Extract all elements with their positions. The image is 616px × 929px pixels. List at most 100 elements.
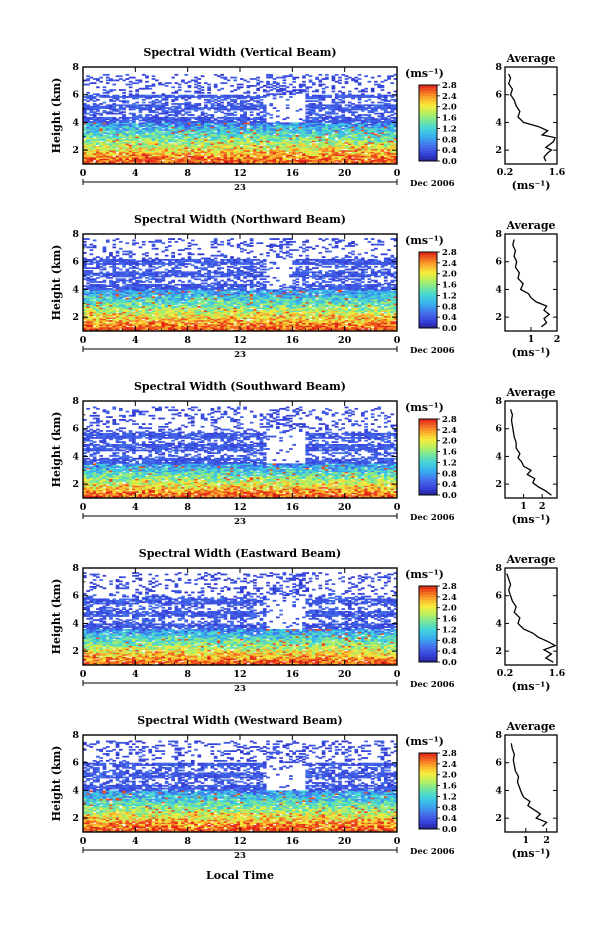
colorbar-tick-label: 0.8 — [442, 803, 457, 813]
average-y-tick-label: 8 — [495, 563, 502, 574]
average-y-tick-label: 8 — [495, 730, 502, 741]
average-y-tick-label: 2 — [495, 479, 502, 490]
colorbar-tick-label: 1.2 — [442, 458, 457, 468]
day-label: 23 — [234, 851, 246, 861]
colorbar-segment — [419, 158, 437, 162]
colorbar-tick-label: 1.2 — [442, 124, 457, 134]
colorbar-segment — [419, 306, 437, 310]
average-y-tick-label: 4 — [495, 117, 502, 128]
panel-title: Spectral Width (Vertical Beam) — [143, 46, 336, 59]
colorbar-segment — [419, 260, 437, 264]
day-label: 23 — [234, 183, 246, 193]
average-title: Average — [505, 720, 555, 733]
colorbar-tick-label: 2.0 — [442, 604, 457, 614]
colorbar-unit: (ms⁻¹) — [405, 67, 444, 80]
y-axis-label: Height (km) — [50, 746, 63, 822]
colorbar-segment — [419, 454, 437, 458]
colorbar-segment — [419, 591, 437, 595]
average-y-tick-label: 8 — [495, 396, 502, 407]
average-frame — [504, 400, 558, 499]
x-tick-label: 8 — [184, 836, 191, 847]
colorbar-segment — [419, 322, 437, 326]
colorbar-tick-label: 1.6 — [442, 114, 457, 124]
colorbar-segment — [419, 763, 437, 767]
colorbar-segment — [419, 265, 437, 269]
x-axis-label: Local Time — [206, 869, 274, 882]
colorbar-unit: (ms⁻¹) — [405, 568, 444, 581]
colorbar-segment — [419, 142, 437, 146]
colorbar-tick-label: 1.6 — [442, 281, 457, 291]
colorbar-segment — [419, 492, 437, 496]
average-x-label: (ms⁻¹) — [512, 680, 551, 693]
colorbar-segment — [419, 753, 437, 757]
colorbar-segment — [419, 799, 437, 803]
colorbar-segment — [419, 419, 437, 423]
average-y-tick-label: 6 — [495, 591, 502, 602]
date-label: Dec 2006 — [410, 179, 455, 189]
colorbar-segment — [419, 823, 437, 827]
x-tick-label: 12 — [233, 836, 246, 847]
colorbar-segment — [419, 435, 437, 439]
colorbar-segment — [419, 128, 437, 132]
colorbar-segment — [419, 478, 437, 482]
y-tick-label: 4 — [72, 284, 79, 295]
y-axis-label: Height (km) — [50, 78, 63, 154]
colorbar-segment — [419, 448, 437, 452]
panel-title: Spectral Width (Westward Beam) — [137, 714, 342, 727]
colorbar-segment — [419, 144, 437, 148]
average-y-tick-label: 2 — [495, 813, 502, 824]
colorbar-segment — [419, 801, 437, 805]
average-frame — [504, 567, 558, 666]
colorbar-segment — [419, 793, 437, 797]
x-tick-label: 4 — [132, 335, 139, 346]
average-x-label: (ms⁻¹) — [512, 513, 551, 526]
day-label: 23 — [234, 350, 246, 360]
colorbar-segment — [419, 325, 437, 329]
colorbar-segment — [419, 761, 437, 765]
average-x-tick-label: 2 — [543, 835, 550, 846]
colorbar-segment — [419, 254, 437, 258]
colorbar-segment — [419, 446, 437, 450]
colorbar-segment — [419, 602, 437, 606]
x-tick-label: 0 — [80, 669, 87, 680]
colorbar-segment — [419, 626, 437, 630]
colorbar-segment — [419, 136, 437, 140]
colorbar-segment — [419, 432, 437, 436]
y-tick-label: 4 — [72, 117, 79, 128]
average-x-tick-label: 1.6 — [549, 668, 566, 679]
colorbar-segment — [419, 812, 437, 816]
colorbar-segment — [419, 489, 437, 493]
x-tick-label: 16 — [286, 335, 300, 346]
colorbar-segment — [419, 645, 437, 649]
colorbar-segment — [419, 257, 437, 261]
average-profile-line — [509, 409, 552, 496]
y-tick-label: 2 — [72, 479, 79, 490]
colorbar-segment — [419, 319, 437, 323]
colorbar-tick-label: 0.4 — [442, 647, 457, 657]
panel-1: Spectral Width (Vertical Beam) 2 4 6 8 0 4 8 12 1… — [50, 46, 566, 193]
colorbar-segment — [419, 112, 437, 116]
colorbar-segment — [419, 303, 437, 307]
colorbar-tick-label: 0.8 — [442, 636, 457, 646]
average-profile-line — [510, 743, 548, 827]
colorbar-segment — [419, 98, 437, 102]
colorbar-segment — [419, 465, 437, 469]
average-title: Average — [505, 386, 555, 399]
average-profile-line — [507, 73, 557, 162]
x-tick-label: 0 — [394, 335, 401, 346]
colorbar-segment — [419, 295, 437, 299]
heatmap-cells — [83, 73, 398, 165]
colorbar-segment — [419, 281, 437, 285]
average-x-tick-label: 0.2 — [497, 668, 514, 679]
colorbar-segment — [419, 85, 437, 89]
colorbar-segment — [419, 486, 437, 490]
colorbar-segment — [419, 610, 437, 614]
colorbar-segment — [419, 481, 437, 485]
colorbar-tick-label: 0.4 — [442, 313, 457, 323]
average-y-tick-label: 6 — [495, 758, 502, 769]
colorbar-tick-label: 0.4 — [442, 814, 457, 824]
colorbar-tick-label: 0.0 — [442, 825, 457, 835]
average-frame — [504, 734, 558, 833]
x-tick-label: 0 — [80, 335, 87, 346]
colorbar-unit: (ms⁻¹) — [405, 401, 444, 414]
